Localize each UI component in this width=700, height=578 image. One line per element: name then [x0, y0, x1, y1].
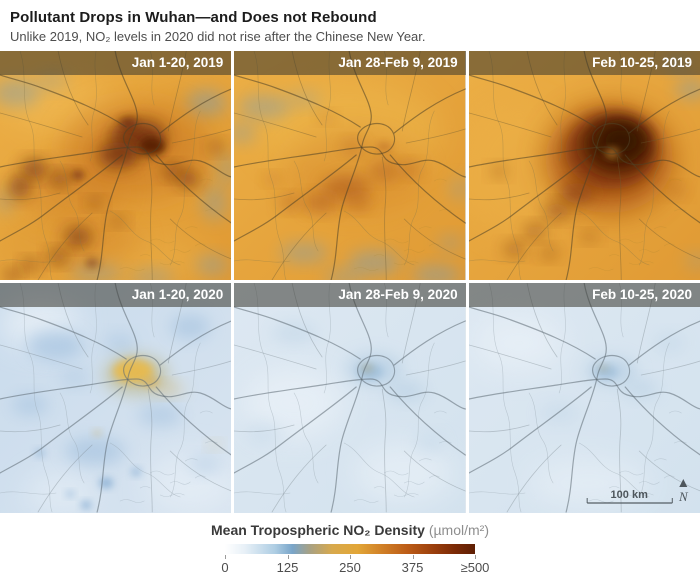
north-arrow-icon: N — [678, 479, 689, 504]
map-feb-early-2020 — [234, 283, 466, 513]
panel-date-label: Jan 28-Feb 9, 2020 — [234, 283, 466, 307]
legend-tick-labels: 0 125 250 375 ≥500 — [221, 560, 489, 575]
legend-tick-label-375: 375 — [401, 560, 424, 575]
legend-tick-label-250: 250 — [339, 560, 361, 575]
map-panel-jan-2020: Jan 1-20, 2020 — [0, 283, 232, 513]
legend-tick-label-500: ≥500 — [460, 560, 490, 575]
legend-title-text: Mean Tropospheric NO₂ Density — [211, 522, 425, 538]
scale-bar: 100 km — [586, 489, 673, 504]
panel-date-label: Jan 28-Feb 9, 2019 — [234, 51, 466, 75]
map-grid: Jan 1-20, 2019 — [0, 51, 700, 513]
panel-date-label: Jan 1-20, 2019 — [0, 51, 232, 75]
legend-title: Mean Tropospheric NO₂ Density (µmol/m²) — [0, 522, 700, 538]
scale-bar-label: 100 km — [610, 489, 648, 501]
north-arrow-label: N — [678, 489, 689, 504]
map-feb-late-2020: 100 km N — [468, 283, 700, 513]
legend-colorbar: 0 125 250 375 ≥500 — [221, 544, 489, 575]
legend-ticks — [225, 554, 476, 559]
map-panel-feb-late-2019: Feb 10-25, 2019 — [468, 51, 700, 280]
legend-unit: (µmol/m²) — [428, 522, 489, 538]
figure-subtitle: Unlike 2019, NO₂ levels in 2020 did not … — [10, 29, 426, 44]
map-jan-2019 — [0, 51, 232, 280]
legend-gradient-bar — [225, 544, 475, 554]
panel-date-label: Feb 10-25, 2020 — [468, 283, 700, 307]
map-jan-2020 — [0, 283, 232, 513]
map-panel-jan-2019: Jan 1-20, 2019 — [0, 51, 232, 280]
map-feb-late-2019 — [468, 51, 700, 280]
map-panel-feb-late-2020: 100 km N Feb 10-25, 2020 — [468, 283, 700, 513]
panel-date-label: Jan 1-20, 2020 — [0, 283, 232, 307]
legend-tick-label-125: 125 — [276, 560, 299, 575]
map-feb-early-2019 — [234, 51, 466, 280]
legend-tick-label-0: 0 — [221, 560, 229, 575]
legend: Mean Tropospheric NO₂ Density (µmol/m²) … — [0, 522, 700, 575]
map-panel-feb-early-2020: Jan 28-Feb 9, 2020 — [234, 283, 466, 513]
map-panel-feb-early-2019: Jan 28-Feb 9, 2019 — [234, 51, 466, 280]
panel-date-label: Feb 10-25, 2019 — [468, 51, 700, 75]
figure-header: Pollutant Drops in Wuhan—and Does not Re… — [0, 0, 700, 44]
figure-title: Pollutant Drops in Wuhan—and Does not Re… — [10, 9, 377, 26]
